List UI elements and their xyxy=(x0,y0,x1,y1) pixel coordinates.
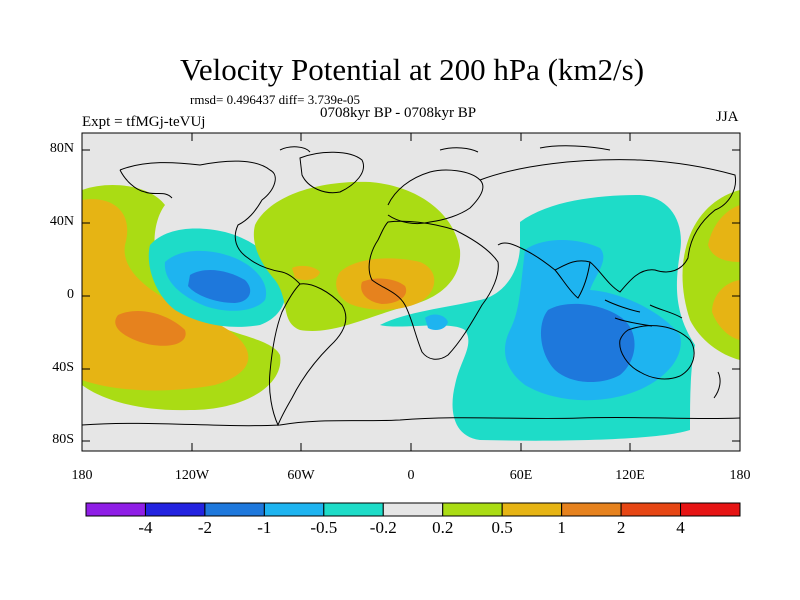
colorbar-label: -2 xyxy=(197,518,212,537)
colorbar-label: -0.2 xyxy=(369,518,397,537)
colorbar-swatch xyxy=(620,502,682,517)
colorbar-label: 4 xyxy=(676,518,685,537)
contour-pacific-strong-positive xyxy=(115,310,186,346)
experiment-label: Expt = tfMGj-teVUj xyxy=(82,114,206,130)
contour-pacific-positive xyxy=(82,199,249,391)
colorbar-swatch xyxy=(323,502,384,517)
lon-tick-label: 120W xyxy=(174,468,210,483)
lat-tick-label: 40S xyxy=(52,360,74,375)
lon-tick-label: 0 xyxy=(407,468,415,483)
contour-caribbean-positive xyxy=(292,265,320,280)
colorbar-swatch xyxy=(204,502,265,517)
lon-ticks xyxy=(81,133,741,451)
colorbar-label: -1 xyxy=(257,518,272,537)
coastline-africa xyxy=(368,220,499,360)
lat-tick-label: 40N xyxy=(49,214,74,229)
colorbar-label: -0.5 xyxy=(310,518,338,537)
colorbar-swatch xyxy=(382,502,444,517)
colorbar xyxy=(85,502,741,517)
contour-epacific-strong-negative xyxy=(188,269,251,303)
colorbar-label: 1 xyxy=(557,518,566,537)
lat-tick-label: 0 xyxy=(67,287,74,302)
contour-atlantic-strong-positive xyxy=(361,278,407,304)
colorbar-swatch xyxy=(442,502,503,517)
coastline-greenland xyxy=(299,151,364,194)
contour-wpacific-positive xyxy=(708,205,740,262)
lon-tick-label: 180 xyxy=(71,468,93,483)
lon-tick-label: 180 xyxy=(729,468,751,483)
contour-indian-small-negative xyxy=(425,314,448,330)
coastline-australia xyxy=(619,325,695,380)
colorbar-swatch xyxy=(501,502,563,517)
lon-tick-label: 120E xyxy=(615,468,645,483)
coastline-india xyxy=(554,261,591,299)
coastline-south-america xyxy=(269,283,347,427)
coastline-alaska xyxy=(119,169,173,199)
colorbar-label: 2 xyxy=(616,518,626,537)
colorbar-label: -4 xyxy=(138,518,153,537)
colorbar-label: 0.2 xyxy=(432,518,454,537)
season-label: JJA xyxy=(716,109,739,125)
coastline-asia xyxy=(479,159,737,293)
contour-indian-strong-negative xyxy=(540,303,635,383)
colorbar-swatch xyxy=(85,502,146,517)
colorbar-swatch xyxy=(561,502,622,517)
coastline-arctic-islands xyxy=(279,145,611,153)
coastline-antarctica xyxy=(82,416,740,427)
lat-ticks xyxy=(82,149,740,442)
lon-tick-label: 60E xyxy=(509,468,533,483)
colorbar-swatch xyxy=(144,502,206,517)
lat-tick-label: 80S xyxy=(52,432,74,447)
contour-fields xyxy=(82,181,740,441)
lon-tick-label: 60W xyxy=(287,468,315,483)
stats-line: rmsd= 0.496437 diff= 3.739e-05 xyxy=(190,92,361,107)
colorbar-label: 0.5 xyxy=(491,518,513,537)
figure-title: Velocity Potential at 200 hPa (km2/s) xyxy=(179,52,645,87)
colorbar-swatch xyxy=(263,502,325,517)
lat-tick-label: 80N xyxy=(49,141,74,156)
coastline-north-america xyxy=(119,160,301,285)
coastlines xyxy=(82,145,740,427)
period-label: 0708kyr BP - 0708kyr BP xyxy=(320,105,477,121)
contour-wpacific-positive-south xyxy=(712,280,740,340)
coastline-new-zealand xyxy=(713,371,721,399)
colorbar-swatch xyxy=(680,502,741,517)
